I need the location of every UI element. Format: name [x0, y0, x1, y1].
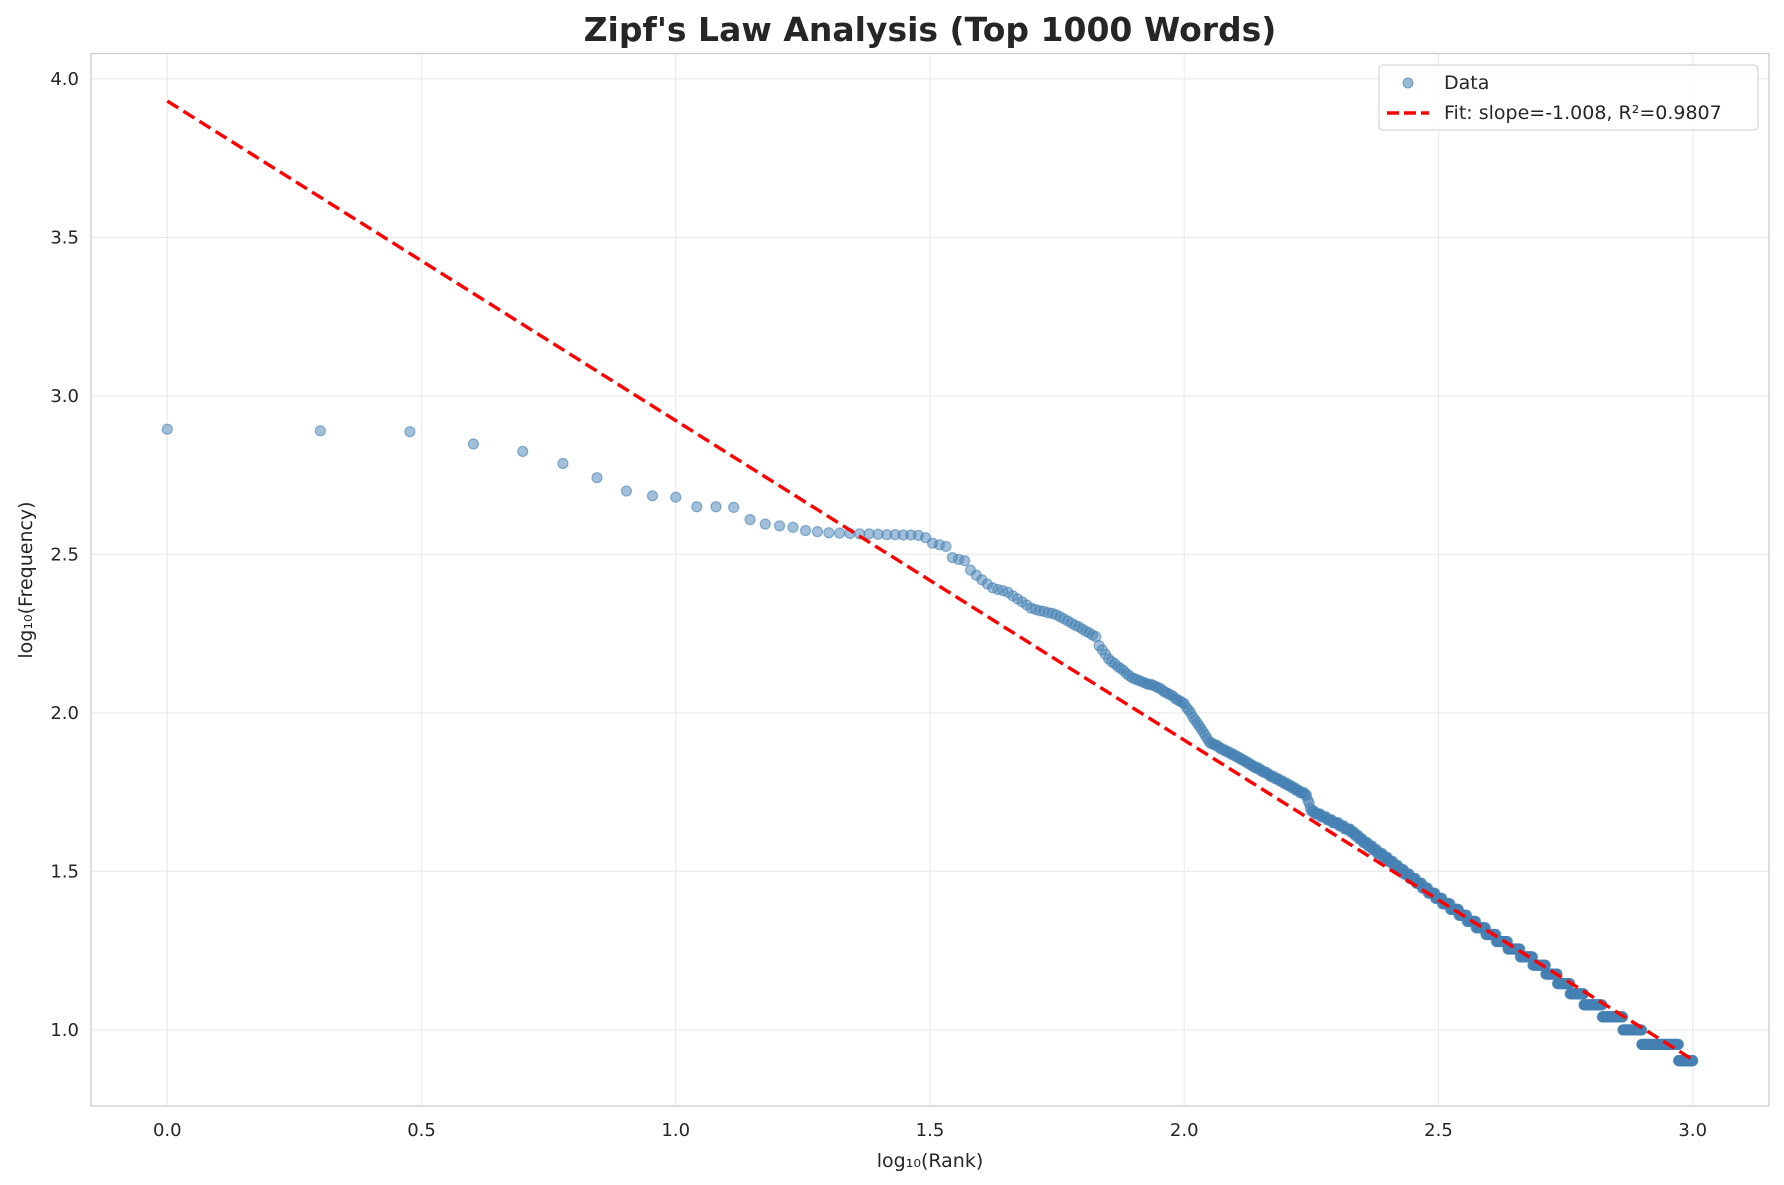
y-tick-label: 3.5	[50, 227, 79, 248]
data-point	[314, 425, 326, 437]
x-tick-label: 1.5	[916, 1120, 945, 1141]
y-axis-label: log₁₀(Frequency)	[15, 501, 37, 658]
x-tick-label: 2.5	[1424, 1120, 1453, 1141]
data-point	[1672, 1038, 1684, 1051]
x-tick-labels: 0.0 0.5 1.0 1.5 2.0 2.5 3.0	[153, 1120, 1707, 1141]
x-tick-label: 1.0	[661, 1120, 690, 1141]
y-tick-label: 1.0	[50, 1020, 79, 1041]
legend-box	[1378, 64, 1759, 131]
legend-marker-data	[1402, 77, 1414, 89]
data-point	[834, 527, 846, 539]
data-point	[710, 501, 722, 513]
data-point	[161, 423, 173, 435]
data-point	[759, 518, 771, 530]
x-tick-label: 0.0	[153, 1120, 182, 1141]
x-axis-label: log₁₀(Rank)	[877, 1150, 984, 1172]
data-point	[940, 540, 952, 553]
data-point	[646, 490, 659, 502]
data-point	[744, 514, 756, 526]
x-tick-label: 0.5	[407, 1120, 436, 1141]
data-point	[404, 426, 416, 438]
data-point	[467, 438, 480, 450]
fit-line	[166, 99, 1694, 1062]
data-point	[787, 521, 799, 533]
y-tick-label: 3.0	[50, 386, 79, 407]
data-point	[691, 501, 703, 513]
y-tick-label: 2.5	[50, 544, 79, 565]
y-tick-label: 1.5	[50, 861, 79, 882]
data-point	[799, 524, 812, 537]
data-point	[517, 445, 529, 458]
data-point	[557, 457, 569, 470]
plot-frame	[90, 52, 1770, 1107]
data-point	[591, 472, 603, 484]
data-point	[823, 527, 835, 539]
x-tick-label: 2.0	[1170, 1120, 1199, 1141]
data-point	[670, 491, 682, 503]
chart-title: Zipf's Law Analysis (Top 1000 Words)	[584, 10, 1277, 49]
y-tick-label: 2.0	[50, 703, 79, 724]
data-point	[773, 520, 786, 532]
fit-line-group	[166, 99, 1694, 1062]
x-tick-label: 3.0	[1678, 1120, 1707, 1141]
legend: Data Fit: slope=-1.008, R²=0.9807	[1378, 64, 1759, 131]
y-tick-labels: 1.0 1.5 2.0 2.5 3.0 3.5 4.0	[50, 69, 79, 1041]
data-point	[620, 485, 633, 497]
y-tick-label: 4.0	[50, 69, 79, 90]
data-point	[959, 555, 971, 567]
legend-label-data: Data	[1444, 72, 1489, 94]
data-point	[811, 526, 824, 538]
data-point	[728, 501, 740, 513]
legend-label-fit: Fit: slope=-1.008, R²=0.9807	[1444, 102, 1722, 124]
